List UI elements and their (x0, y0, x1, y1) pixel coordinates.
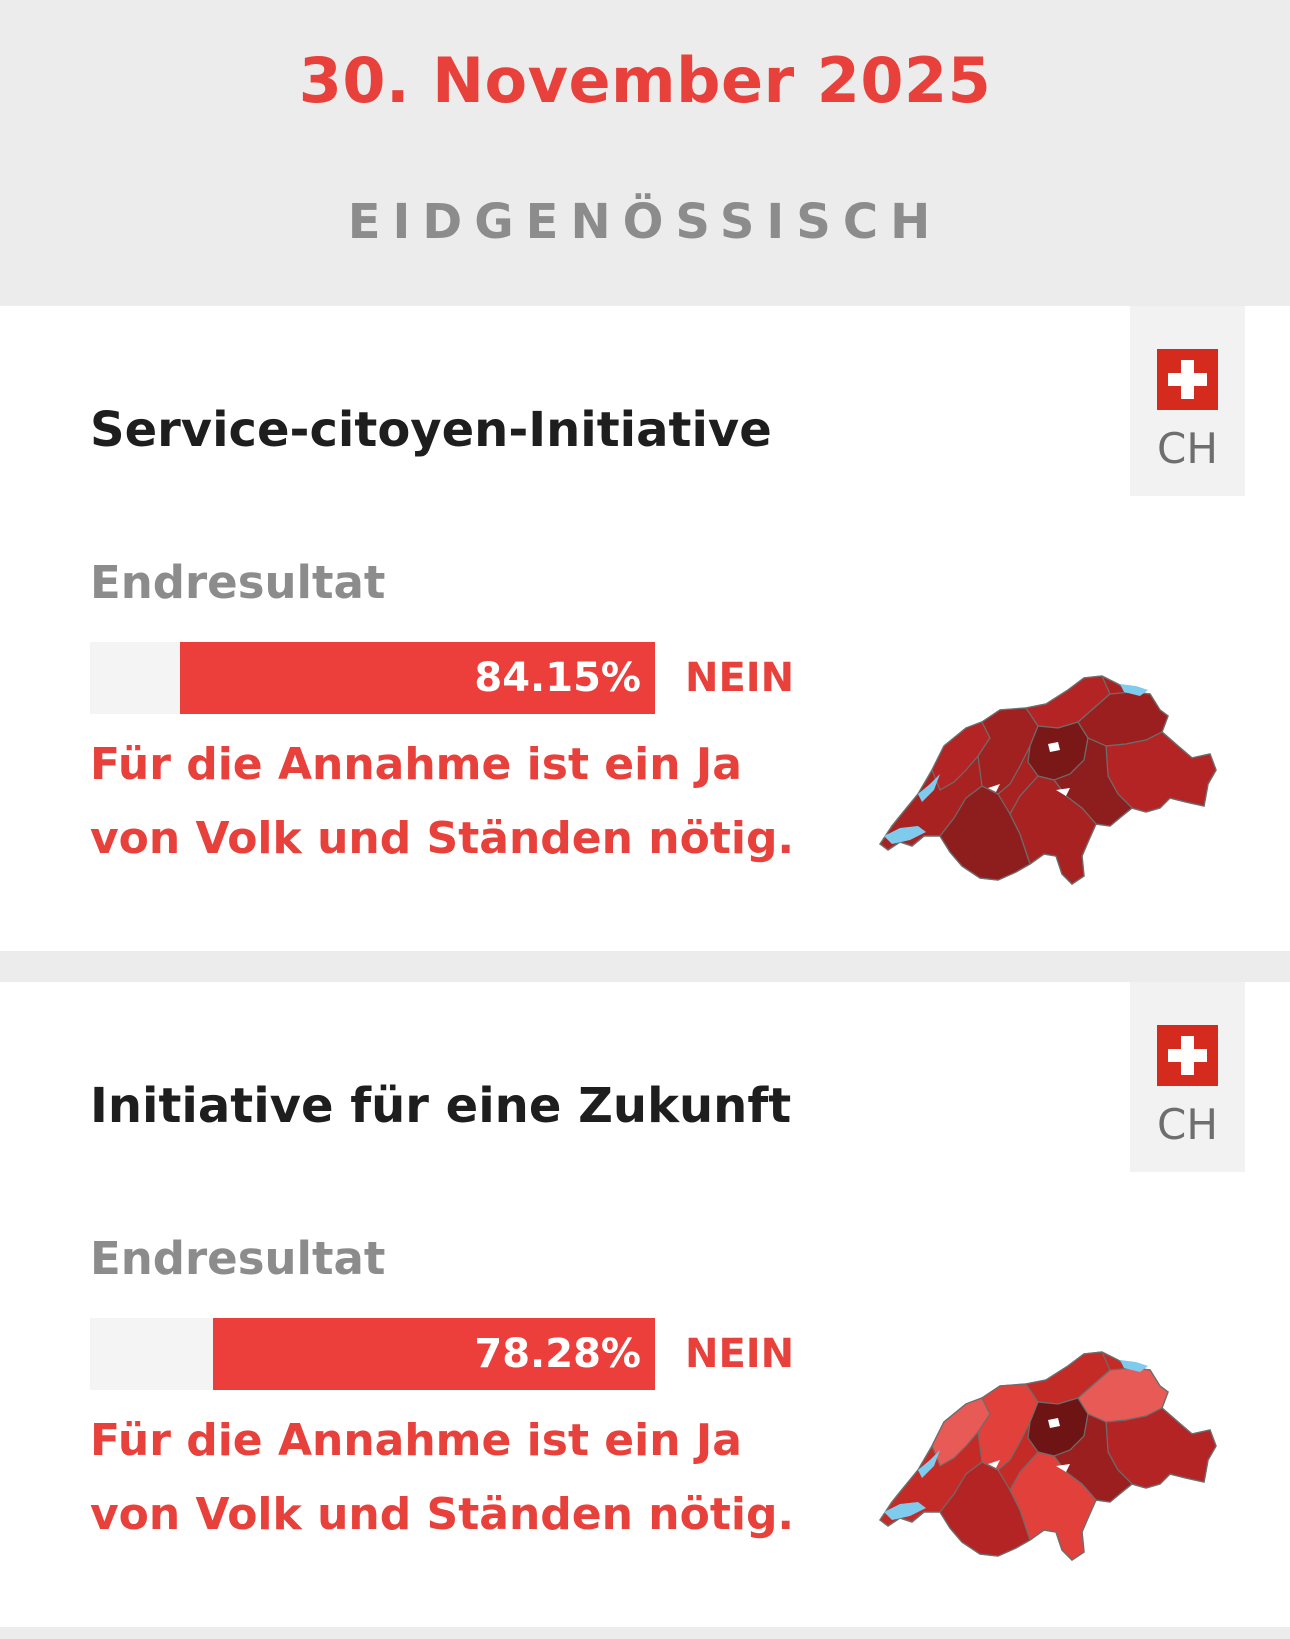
vote-date: 30. November 2025 (298, 44, 992, 117)
swiss-flag-icon (1157, 349, 1218, 410)
swiss-flag-icon (1157, 1025, 1218, 1086)
vote-level-label: EIDGENÖSSISCH (347, 194, 943, 250)
no-share-bar: 78.28% (212, 1318, 655, 1390)
vote-title[interactable]: Service-citoyen-Initiative (90, 402, 772, 458)
federal-badge[interactable]: CH (1130, 306, 1245, 496)
no-percent-value: 84.15% (474, 655, 641, 701)
no-percent-value: 78.28% (474, 1331, 641, 1377)
acceptance-note: Für die Annahme ist ein Ja von Volk und … (90, 1415, 795, 1540)
switzerland-canton-map[interactable] (870, 1342, 1230, 1567)
vote-title[interactable]: Initiative für eine Zukunft (90, 1078, 792, 1134)
badge-label: CH (1157, 424, 1218, 473)
result-status-label: Endresultat (90, 1232, 386, 1285)
verdict-label: NEIN (685, 655, 795, 701)
vote-card[interactable]: CH Service-citoyen-Initiative Endresulta… (0, 306, 1290, 951)
badge-label: CH (1157, 1100, 1218, 1149)
federal-badge[interactable]: CH (1130, 982, 1245, 1172)
result-status-label: Endresultat (90, 556, 386, 609)
no-share-bar: 84.15% (179, 642, 655, 714)
result-bar: 78.28% (90, 1318, 655, 1390)
verdict-label: NEIN (685, 1331, 795, 1377)
vote-card[interactable]: CH Initiative für eine Zukunft Endresult… (0, 982, 1290, 1627)
page-header: 30. November 2025 EIDGENÖSSISCH (0, 0, 1290, 306)
switzerland-canton-map[interactable] (870, 666, 1230, 891)
acceptance-note: Für die Annahme ist ein Ja von Volk und … (90, 739, 795, 864)
result-bar: 84.15% (90, 642, 655, 714)
